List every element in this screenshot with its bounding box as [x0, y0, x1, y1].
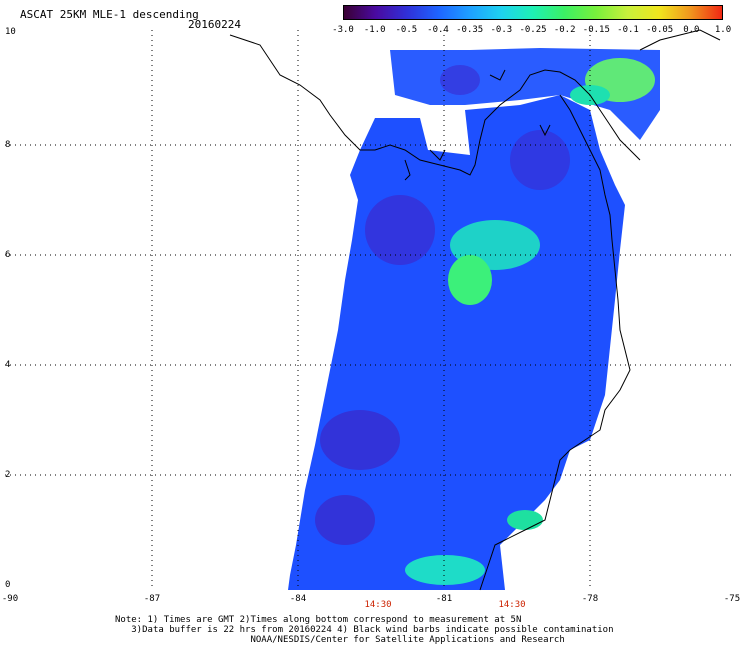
colorbar-tick-label: -0.4: [427, 25, 449, 35]
colorbar: [343, 5, 723, 20]
time-label: 14:30: [364, 600, 392, 610]
lat-lon-grid: [5, 30, 735, 590]
colorbar-tick-label: -3.0: [332, 25, 354, 35]
y-label: 2: [5, 470, 11, 480]
colorbar-tick-label: -0.5: [395, 25, 418, 35]
scatterometer-swath: [288, 48, 660, 590]
colorbar-tick-label: -1.0: [363, 25, 386, 35]
colorbar-tick-label: -0.05: [646, 25, 674, 35]
x-label: -90: [1, 594, 19, 604]
y-label: 10: [5, 27, 16, 37]
footnote: Note: 1) Times are GMT 2)Times along bot…: [115, 615, 614, 645]
y-label: 0: [5, 580, 11, 590]
footnote-line: NOAA/NESDIS/Center for Satellite Applica…: [250, 635, 565, 645]
x-label: -75: [723, 594, 740, 604]
colorbar-tick-label: 0.0: [683, 25, 700, 35]
footnote-line: Note: 1) Times are GMT 2)Times along bot…: [115, 615, 522, 625]
x-label: -78: [581, 594, 599, 604]
product-date: 20160224: [188, 18, 241, 31]
x-label: -84: [289, 594, 307, 604]
product-title: ASCAT 25KM MLE-1 descending: [20, 8, 199, 21]
colorbar-tick-label: -0.25: [519, 25, 547, 35]
footnote-line: 3)Data buffer is 22 hrs from 20160224 4)…: [131, 625, 614, 635]
colorbar-tick-label: -0.3: [490, 25, 513, 35]
colorbar-tick-label: -0.35: [456, 25, 484, 35]
colorbar-tick-label: -0.15: [582, 25, 610, 35]
colorbar-tick-label: 1.0: [714, 25, 732, 35]
y-label: 4: [5, 360, 11, 370]
colorbar-tick-label: -0.2: [553, 25, 576, 35]
y-label: 8: [5, 140, 11, 150]
y-label: 6: [5, 250, 11, 260]
x-label: -87: [143, 594, 161, 604]
time-label: 14:30: [498, 600, 526, 610]
colorbar-tick-label: -0.1: [617, 25, 639, 35]
x-label: -81: [435, 594, 453, 604]
